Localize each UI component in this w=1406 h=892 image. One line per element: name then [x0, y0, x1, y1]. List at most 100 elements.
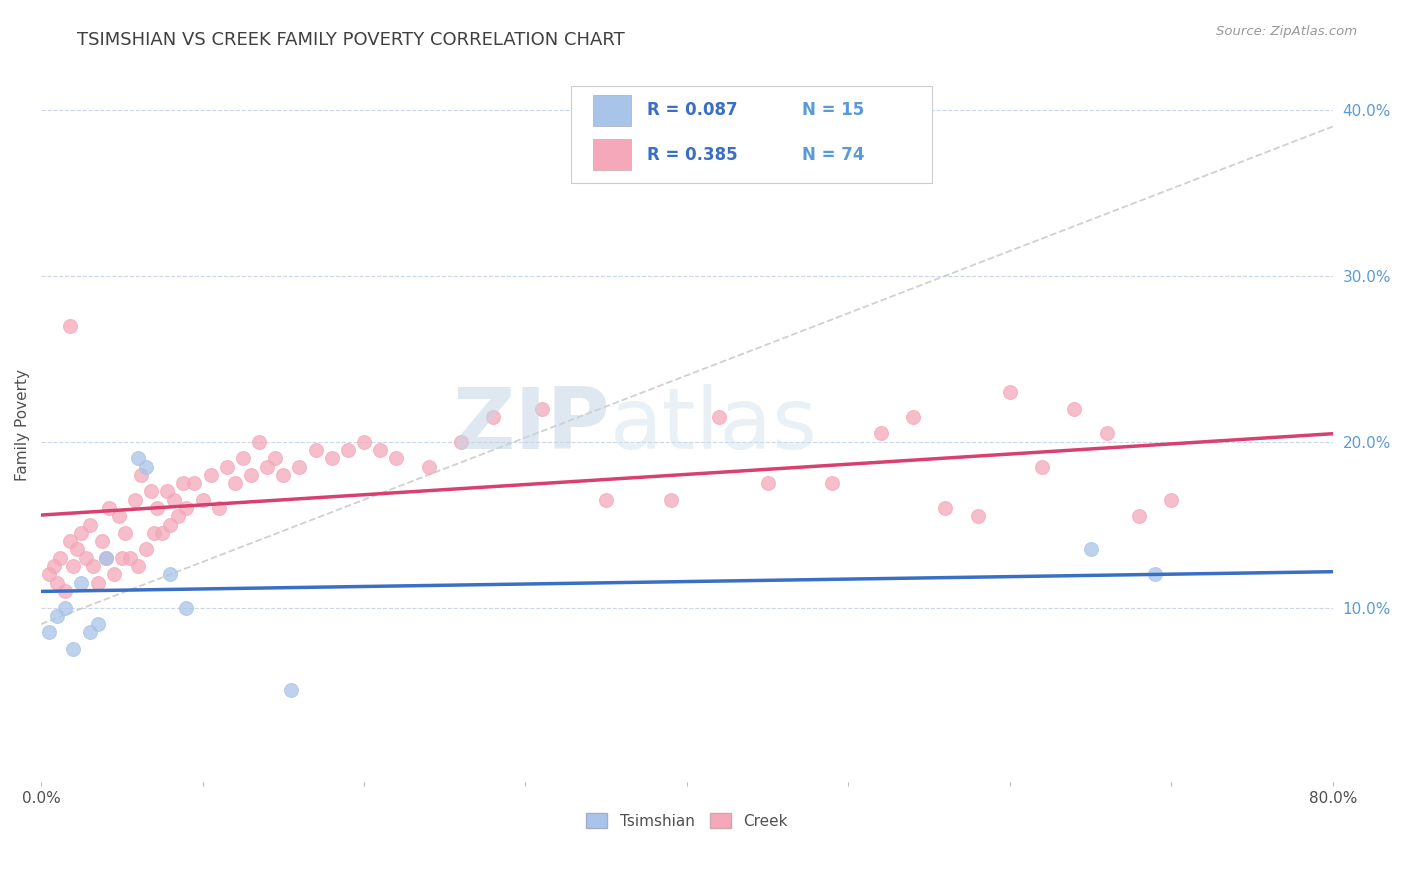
Point — [46, 608, 69, 623]
Point — [1031, 459, 1053, 474]
Point — [418, 459, 440, 474]
Point — [91, 534, 114, 549]
Point — [139, 484, 162, 499]
Point — [264, 451, 287, 466]
Text: R = 0.385: R = 0.385 — [647, 145, 738, 164]
Point — [966, 509, 988, 524]
Legend: Tsimshian, Creek: Tsimshian, Creek — [579, 807, 794, 835]
Point — [191, 492, 214, 507]
Point — [66, 542, 89, 557]
Text: atlas: atlas — [609, 384, 817, 467]
Point — [59, 534, 82, 549]
Point — [86, 575, 108, 590]
Point — [46, 575, 69, 590]
Point — [1080, 542, 1102, 557]
Point — [150, 525, 173, 540]
Point — [159, 567, 181, 582]
Point — [821, 476, 844, 491]
Point — [215, 459, 238, 474]
Point — [62, 559, 84, 574]
Point — [385, 451, 408, 466]
Point — [247, 434, 270, 449]
Point — [70, 525, 93, 540]
Point — [135, 459, 157, 474]
Point — [79, 625, 101, 640]
Point — [114, 525, 136, 540]
Point — [336, 442, 359, 457]
Point — [901, 409, 924, 424]
Point — [42, 559, 65, 574]
Point — [183, 476, 205, 491]
Point — [1095, 426, 1118, 441]
Point — [224, 476, 246, 491]
Point — [280, 683, 302, 698]
Point — [97, 501, 120, 516]
Point — [53, 583, 76, 598]
Text: ZIP: ZIP — [451, 384, 609, 467]
Point — [998, 384, 1021, 399]
FancyBboxPatch shape — [593, 95, 631, 126]
Point — [94, 550, 117, 565]
Point — [70, 575, 93, 590]
Point — [49, 550, 72, 565]
Point — [146, 501, 169, 516]
Point — [869, 426, 891, 441]
Point — [103, 567, 125, 582]
Point — [167, 509, 190, 524]
Point — [127, 451, 149, 466]
Point — [86, 617, 108, 632]
Point — [482, 409, 505, 424]
Point — [172, 476, 194, 491]
Point — [118, 550, 141, 565]
Y-axis label: Family Poverty: Family Poverty — [15, 369, 30, 481]
Point — [595, 492, 617, 507]
Point — [450, 434, 472, 449]
Point — [38, 625, 60, 640]
Point — [143, 525, 166, 540]
Point — [271, 467, 294, 482]
Point — [156, 484, 179, 499]
Point — [1144, 567, 1167, 582]
Point — [200, 467, 222, 482]
Point — [304, 442, 326, 457]
Point — [59, 318, 82, 333]
Point — [659, 492, 682, 507]
Point — [288, 459, 311, 474]
Point — [127, 559, 149, 574]
Point — [232, 451, 254, 466]
Point — [38, 567, 60, 582]
Point — [79, 517, 101, 532]
Point — [75, 550, 97, 565]
Point — [162, 492, 184, 507]
Point — [176, 600, 198, 615]
Text: R = 0.087: R = 0.087 — [647, 101, 738, 120]
Point — [159, 517, 181, 532]
Point — [53, 600, 76, 615]
Point — [530, 401, 553, 416]
Text: Source: ZipAtlas.com: Source: ZipAtlas.com — [1216, 25, 1357, 38]
Point — [756, 476, 779, 491]
Point — [1063, 401, 1085, 416]
Point — [256, 459, 278, 474]
Point — [368, 442, 391, 457]
Point — [1128, 509, 1150, 524]
Point — [176, 501, 198, 516]
Point — [321, 451, 343, 466]
Point — [240, 467, 263, 482]
Point — [1160, 492, 1182, 507]
Point — [62, 642, 84, 657]
Text: N = 15: N = 15 — [801, 101, 865, 120]
Point — [353, 434, 375, 449]
Point — [124, 492, 146, 507]
Point — [934, 501, 956, 516]
Point — [135, 542, 157, 557]
Point — [111, 550, 134, 565]
Text: N = 74: N = 74 — [801, 145, 865, 164]
Point — [129, 467, 152, 482]
FancyBboxPatch shape — [593, 139, 631, 170]
Point — [94, 550, 117, 565]
FancyBboxPatch shape — [571, 87, 932, 183]
Text: TSIMSHIAN VS CREEK FAMILY POVERTY CORRELATION CHART: TSIMSHIAN VS CREEK FAMILY POVERTY CORREL… — [77, 31, 626, 49]
Point — [107, 509, 129, 524]
Point — [208, 501, 231, 516]
